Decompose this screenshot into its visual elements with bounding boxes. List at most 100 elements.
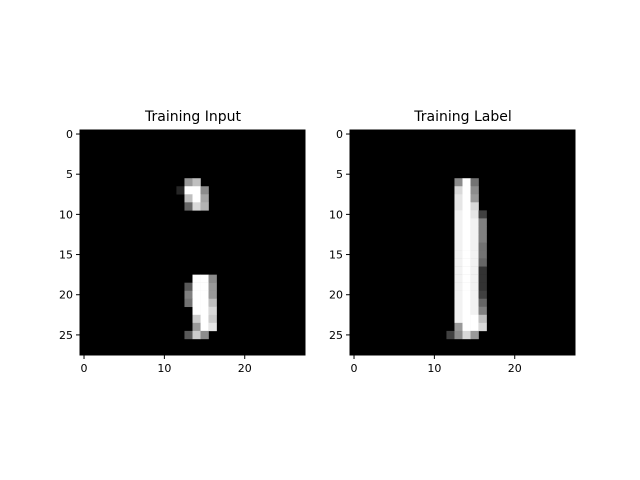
training-input-pixel bbox=[208, 306, 217, 316]
training-label-pixel bbox=[446, 330, 455, 340]
training-label-pixel bbox=[470, 202, 479, 211]
training-label-panel: Training Label 0 10 20 0 5 10 15 20 25 bbox=[329, 109, 576, 375]
training-label-pixel bbox=[478, 218, 487, 227]
training-label-pixel bbox=[478, 242, 487, 251]
training-label-pixel bbox=[454, 330, 463, 340]
training-label-pixel bbox=[454, 194, 463, 203]
training-label-pixel bbox=[470, 242, 479, 251]
training-input-pixel bbox=[200, 202, 209, 211]
training-label-pixel bbox=[462, 242, 471, 251]
training-input-y-tick-label: 25 bbox=[59, 329, 73, 342]
training-label-pixel bbox=[454, 226, 463, 235]
training-label-pixel bbox=[454, 202, 463, 211]
training-label-y-tick-label: 5 bbox=[336, 168, 343, 181]
training-label-pixel bbox=[462, 330, 471, 340]
training-label-pixel bbox=[462, 234, 471, 243]
training-label-pixel bbox=[454, 258, 463, 267]
training-input-pixel bbox=[184, 290, 193, 299]
training-label-pixel bbox=[462, 210, 471, 219]
training-input-image bbox=[80, 130, 305, 355]
training-input-pixel bbox=[192, 314, 201, 324]
training-input-pixel bbox=[184, 202, 193, 211]
training-input-pixel bbox=[200, 306, 209, 316]
training-input-pixel bbox=[184, 178, 193, 187]
training-label-pixel bbox=[470, 234, 479, 243]
training-label-pixel bbox=[462, 178, 471, 187]
training-input-pixel bbox=[208, 282, 217, 291]
training-label-pixel bbox=[462, 218, 471, 227]
training-label-x-tick-label: 10 bbox=[427, 362, 441, 375]
training-label-pixel bbox=[462, 322, 471, 332]
training-label-pixel bbox=[462, 274, 471, 283]
training-input-pixel bbox=[208, 322, 217, 332]
training-label-pixel bbox=[470, 306, 479, 316]
training-input-x-tick-label: 10 bbox=[157, 362, 171, 375]
training-label-pixel bbox=[470, 274, 479, 283]
training-label-pixel bbox=[478, 290, 487, 299]
training-label-pixel bbox=[462, 202, 471, 211]
training-input-ticks: 0 10 20 0 5 10 15 20 25 bbox=[59, 128, 252, 375]
training-input-y-tick-label: 20 bbox=[59, 289, 73, 302]
training-label-pixel bbox=[478, 226, 487, 235]
training-input-pixel bbox=[208, 290, 217, 299]
training-label-pixel bbox=[454, 218, 463, 227]
training-input-pixel bbox=[200, 298, 209, 308]
training-label-pixel bbox=[454, 274, 463, 283]
training-input-pixel bbox=[192, 178, 201, 187]
training-label-pixel bbox=[478, 314, 487, 324]
training-label-pixel bbox=[470, 282, 479, 291]
training-label-pixel bbox=[470, 226, 479, 235]
training-label-pixel bbox=[478, 274, 487, 283]
training-label-image bbox=[350, 130, 575, 355]
training-label-ticks: 0 10 20 0 5 10 15 20 25 bbox=[329, 128, 522, 375]
training-input-frame bbox=[79, 129, 306, 356]
training-input-y-tick-label: 15 bbox=[59, 249, 73, 262]
training-input-x-tick-label: 20 bbox=[238, 362, 252, 375]
training-input-pixel bbox=[192, 330, 201, 340]
training-label-pixel bbox=[478, 266, 487, 275]
training-input-pixel bbox=[200, 282, 209, 291]
training-label-pixel bbox=[454, 306, 463, 316]
training-label-pixel bbox=[454, 242, 463, 251]
training-label-y-tick-label: 25 bbox=[329, 329, 343, 342]
training-label-pixel bbox=[470, 186, 479, 195]
training-label-pixel bbox=[470, 194, 479, 203]
training-label-pixel bbox=[454, 186, 463, 195]
training-label-pixel bbox=[470, 250, 479, 259]
training-label-pixel bbox=[470, 298, 479, 308]
training-input-pixel bbox=[192, 298, 201, 308]
training-label-pixel bbox=[470, 258, 479, 267]
training-label-pixel bbox=[470, 210, 479, 219]
training-label-y-tick-label: 0 bbox=[336, 128, 343, 141]
training-label-pixel bbox=[454, 298, 463, 308]
training-label-pixel bbox=[462, 314, 471, 324]
training-label-pixel bbox=[462, 298, 471, 308]
training-label-pixel bbox=[470, 290, 479, 299]
training-input-pixel bbox=[200, 194, 209, 203]
training-input-pixel bbox=[184, 330, 193, 340]
training-label-pixel bbox=[454, 290, 463, 299]
training-label-pixel bbox=[470, 322, 479, 332]
training-label-pixel bbox=[462, 266, 471, 275]
training-input-pixel bbox=[208, 274, 217, 283]
training-label-pixel bbox=[478, 322, 487, 332]
training-label-y-tick-label: 15 bbox=[329, 249, 343, 262]
training-input-pixel bbox=[192, 290, 201, 299]
training-label-x-tick-label: 0 bbox=[351, 362, 358, 375]
training-label-frame bbox=[349, 129, 576, 356]
training-label-pixel bbox=[478, 250, 487, 259]
training-input-pixel bbox=[208, 314, 217, 324]
training-label-pixel bbox=[462, 194, 471, 203]
training-input-pixel bbox=[208, 298, 217, 308]
training-label-pixel bbox=[470, 314, 479, 324]
training-label-pixel bbox=[470, 178, 479, 187]
training-label-pixel bbox=[478, 282, 487, 291]
training-input-pixel bbox=[184, 194, 193, 203]
training-input-pixel bbox=[184, 282, 193, 291]
training-input-pixel bbox=[200, 330, 209, 340]
training-label-pixel bbox=[478, 298, 487, 308]
training-label-pixel bbox=[462, 290, 471, 299]
training-label-pixel bbox=[478, 306, 487, 316]
training-input-pixel bbox=[200, 274, 209, 283]
training-label-pixel bbox=[454, 210, 463, 219]
